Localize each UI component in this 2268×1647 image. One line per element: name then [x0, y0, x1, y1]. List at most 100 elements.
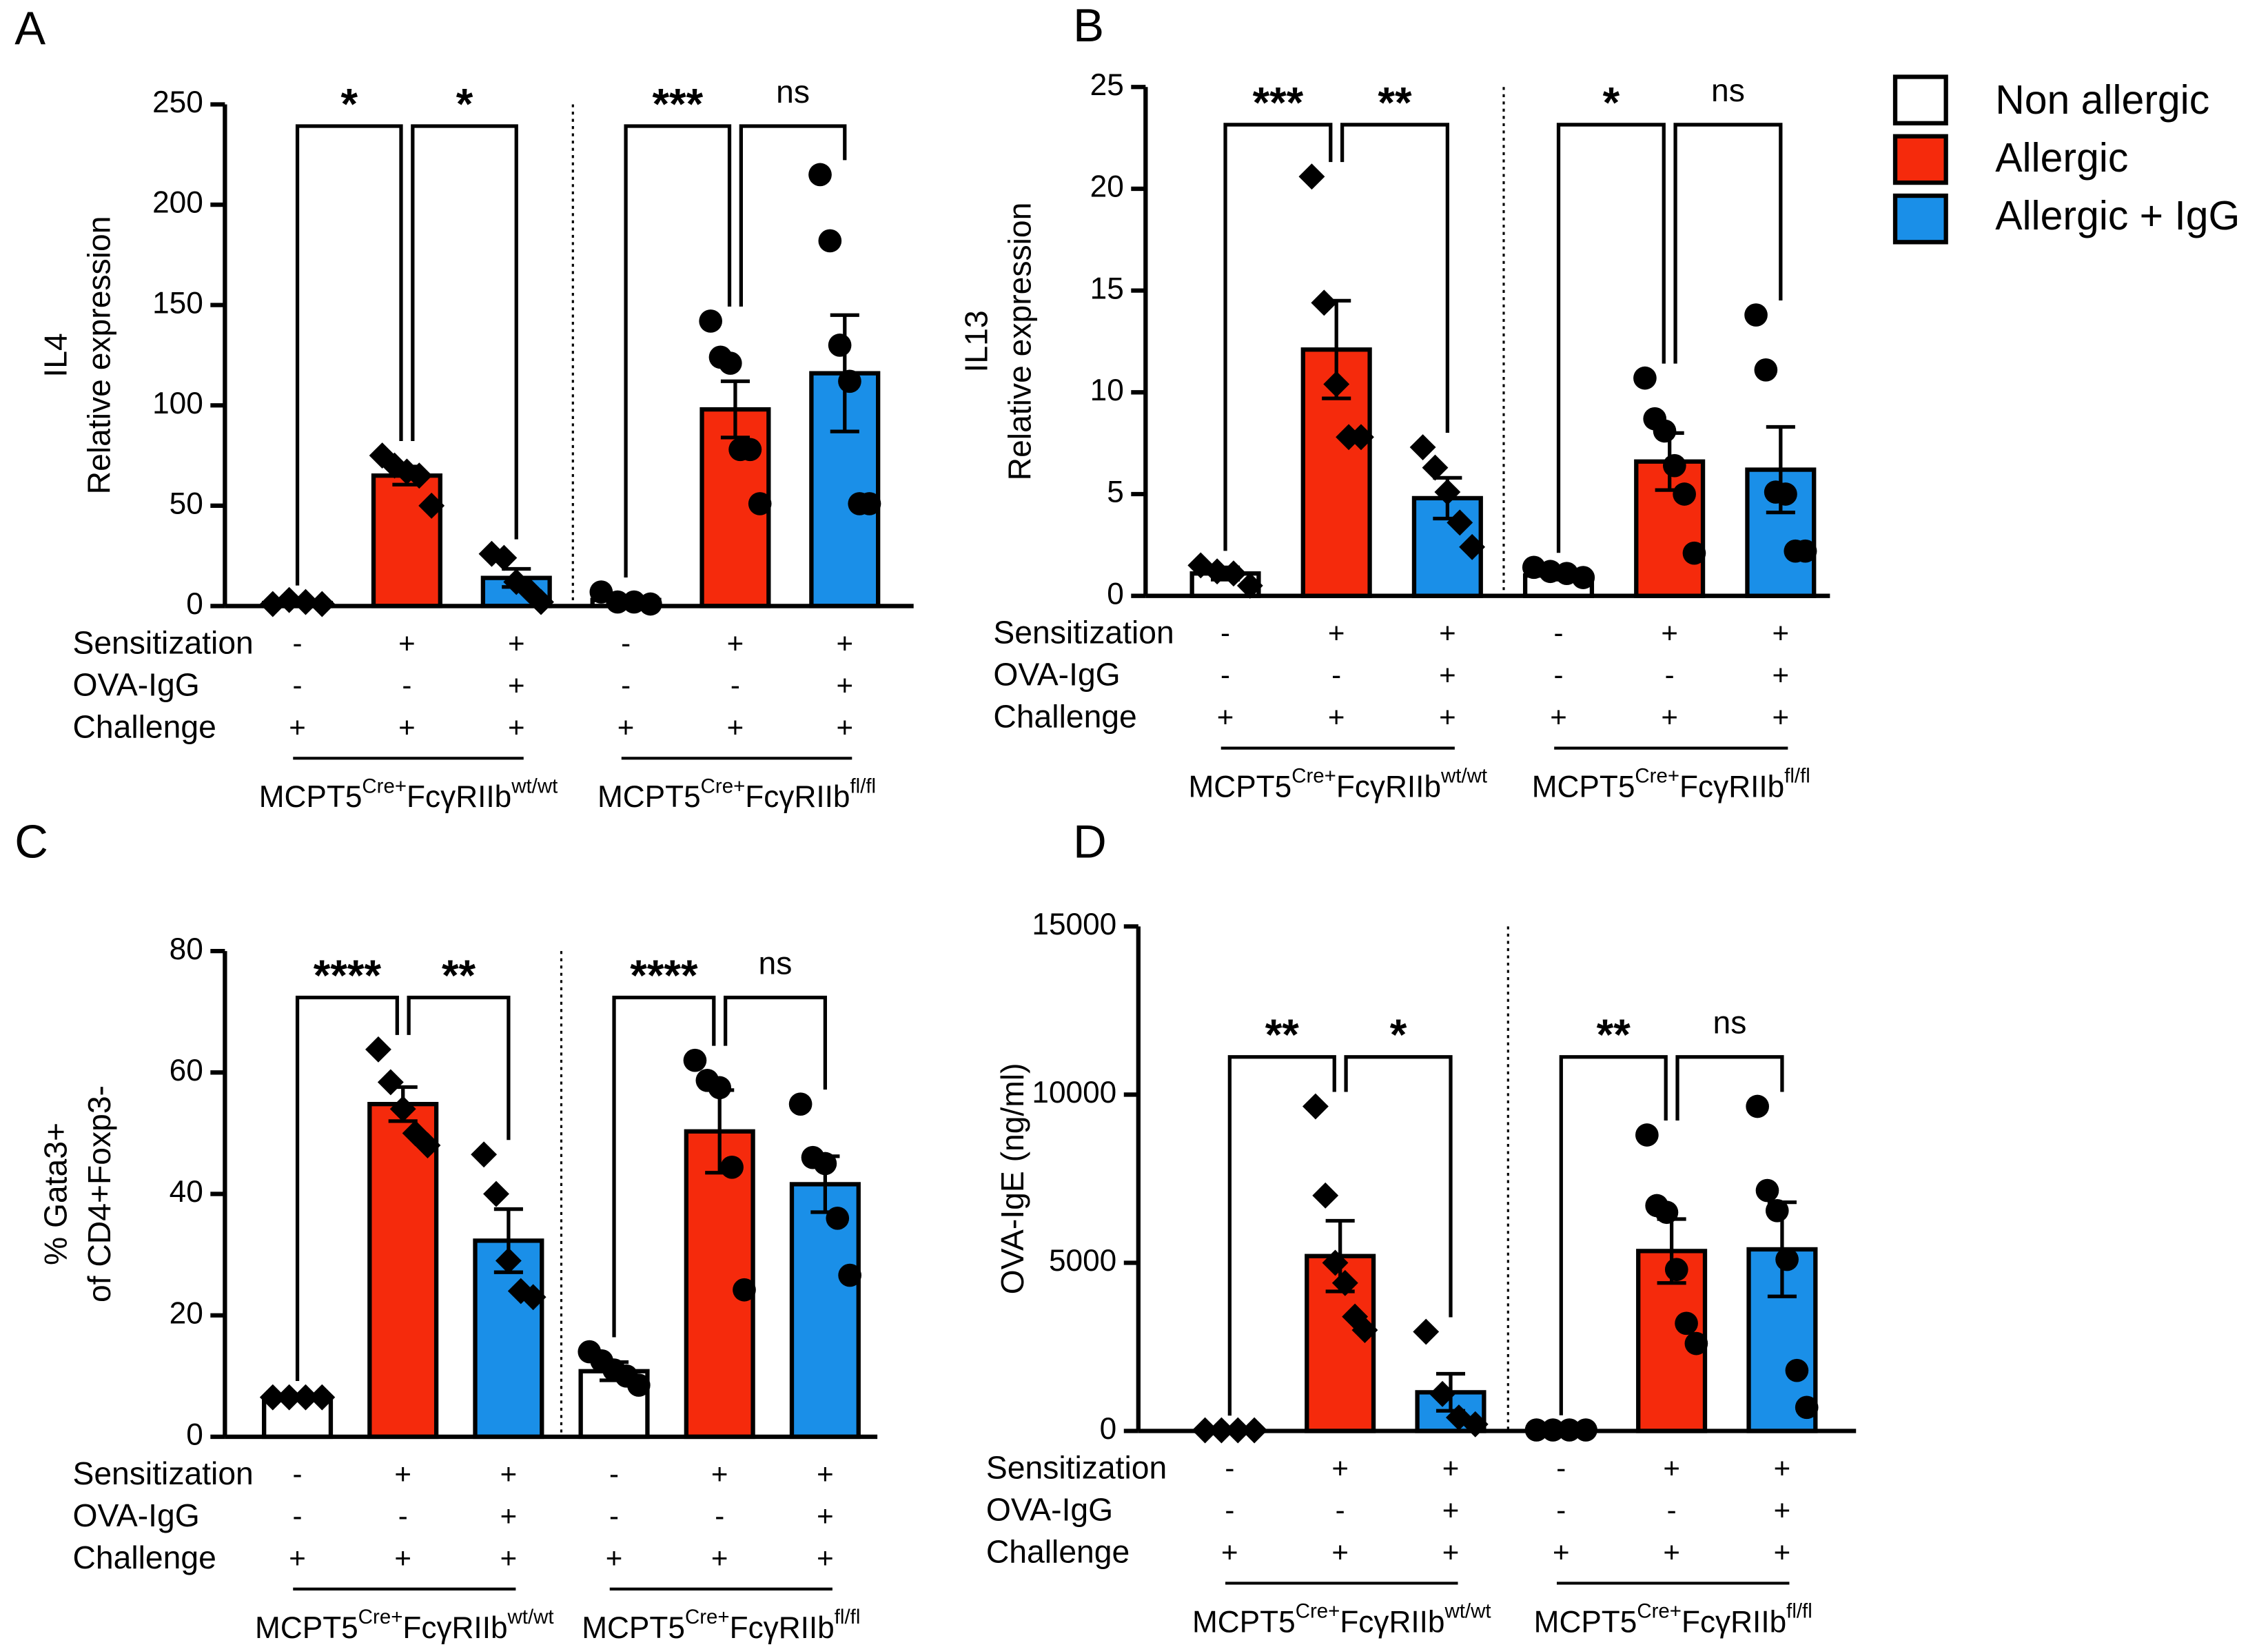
group-label-part: Cre+ — [685, 1606, 730, 1628]
data-point — [1434, 479, 1461, 505]
panel-letter: C — [14, 816, 48, 868]
y-tick-label: 10 — [1090, 374, 1124, 407]
data-point — [1793, 539, 1817, 563]
group-label-part: MCPT5 — [1532, 770, 1635, 804]
group-label: MCPT5Cre+FcγRIIbwt/wt — [1189, 764, 1488, 804]
condition-sign: - — [1220, 659, 1230, 691]
condition-sign: + — [398, 710, 416, 743]
significance-label: * — [1603, 79, 1620, 127]
y-tick-label: 0 — [186, 587, 203, 621]
condition-sign: + — [289, 1542, 306, 1574]
significance-bracket — [1227, 1055, 1336, 1416]
y-tick-label: 25 — [1090, 68, 1124, 102]
group-label-part: Cre+ — [1635, 764, 1679, 787]
condition-sign: + — [508, 668, 525, 701]
group-label-part: FcγRIIb — [1340, 1605, 1444, 1639]
data-point — [1633, 366, 1657, 390]
group-label-part: MCPT5 — [1534, 1605, 1637, 1639]
condition-sign: + — [1663, 1535, 1680, 1568]
condition-sign: - — [293, 1457, 303, 1490]
condition-sign: - — [1667, 1493, 1677, 1526]
significance-bracket — [624, 124, 732, 577]
data-point — [788, 1092, 813, 1116]
condition-sign: + — [1663, 1451, 1680, 1484]
condition-sign: - — [1554, 617, 1564, 649]
data-point — [1409, 434, 1436, 460]
condition-sign: + — [1442, 1451, 1460, 1484]
significance-bracket — [1675, 1055, 1784, 1121]
data-point — [1765, 1198, 1789, 1223]
condition-sign: + — [1328, 701, 1345, 733]
group-label-part: MCPT5 — [1192, 1605, 1296, 1639]
significance-bracket — [295, 124, 403, 586]
data-point — [1331, 1269, 1358, 1296]
data-point — [1744, 303, 1768, 327]
group-label-part: Cre+ — [1296, 1599, 1340, 1622]
data-point — [491, 544, 518, 571]
significance-label: ns — [759, 945, 793, 981]
condition-sign: + — [1772, 659, 1790, 691]
condition-sign: + — [727, 626, 744, 659]
y-tick-label: 20 — [170, 1296, 203, 1330]
condition-sign: - — [398, 1500, 408, 1532]
data-point — [1236, 572, 1263, 599]
group-label-part: FcγRIIb — [1336, 770, 1441, 804]
y-tick-label: 150 — [152, 286, 203, 320]
condition-sign: + — [1553, 1535, 1570, 1568]
significance-label: ns — [776, 74, 810, 110]
group-label: MCPT5Cre+FcγRIIbfl/fl — [1532, 764, 1810, 804]
condition-sign: + — [836, 668, 853, 701]
y-axis-label: of CD4+Foxp3- — [81, 1085, 117, 1302]
data-point — [483, 1180, 509, 1207]
data-point — [276, 1384, 303, 1411]
condition-sign: - — [1554, 659, 1564, 691]
data-point — [528, 589, 554, 615]
condition-sign: + — [508, 710, 525, 743]
data-point — [733, 1278, 756, 1302]
data-point — [365, 1036, 391, 1063]
group-label-part: FcγRIIb — [402, 1610, 507, 1644]
significance-label: *** — [652, 80, 703, 128]
y-axis-label: IL13 — [959, 310, 994, 372]
condition-label: Sensitization — [72, 1455, 253, 1491]
condition-sign: + — [1661, 617, 1678, 649]
significance-label: ** — [1597, 1011, 1631, 1059]
panel-letter: B — [1073, 0, 1104, 52]
data-point — [292, 1384, 319, 1411]
significance-label: ns — [1711, 72, 1745, 108]
significance-label: ns — [1713, 1005, 1747, 1041]
condition-sign: - — [1225, 1451, 1234, 1484]
condition-label: Challenge — [72, 1539, 216, 1575]
significance-bracket — [1559, 1055, 1668, 1415]
significance-bracket — [739, 124, 847, 307]
condition-sign: + — [1774, 1451, 1791, 1484]
data-point — [1298, 163, 1325, 190]
condition-sign: - — [1665, 659, 1675, 691]
condition-sign: - — [293, 626, 303, 659]
data-point — [414, 1132, 441, 1158]
condition-sign: + — [1328, 617, 1345, 649]
condition-label: Sensitization — [986, 1450, 1167, 1486]
y-axis-label: Relative expression — [1002, 203, 1038, 481]
significance-bracket — [1556, 123, 1666, 553]
bar — [789, 1182, 861, 1440]
group-label-part: fl/fl — [835, 1606, 861, 1628]
significance-label: * — [456, 80, 473, 128]
legend-swatch — [1892, 134, 1948, 185]
data-point — [1653, 419, 1677, 443]
condition-sign: - — [402, 668, 411, 701]
condition-sign: + — [508, 626, 525, 659]
condition-sign: + — [606, 1542, 623, 1574]
y-tick-label: 10000 — [1032, 1076, 1116, 1109]
group-label-part: wt/wt — [507, 1606, 554, 1628]
significance-bracket — [411, 124, 518, 540]
y-tick-label: 0 — [186, 1418, 203, 1452]
condition-sign: + — [1331, 1451, 1349, 1484]
y-tick-label: 50 — [170, 487, 203, 521]
data-point — [1311, 289, 1338, 316]
data-point — [1322, 1249, 1349, 1276]
data-point — [808, 163, 832, 187]
condition-sign: + — [817, 1457, 834, 1490]
y-tick-label: 0 — [1100, 1412, 1117, 1446]
